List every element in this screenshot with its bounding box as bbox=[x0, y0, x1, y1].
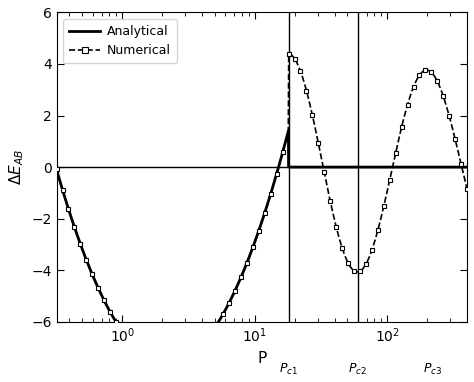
Numerical bbox=[107, 309, 113, 314]
Analytical bbox=[100, 296, 106, 301]
Numerical bbox=[464, 187, 470, 191]
Analytical bbox=[125, 337, 130, 341]
Analytical bbox=[211, 326, 217, 331]
Line: Analytical: Analytical bbox=[56, 131, 467, 364]
Y-axis label: $\Delta E_{AB}$: $\Delta E_{AB}$ bbox=[7, 149, 26, 185]
Numerical bbox=[149, 358, 155, 362]
Analytical bbox=[229, 295, 235, 299]
X-axis label: P: P bbox=[257, 351, 266, 366]
Analytical bbox=[54, 167, 59, 172]
Analytical bbox=[464, 165, 470, 169]
Numerical bbox=[292, 56, 297, 61]
Numerical bbox=[286, 52, 292, 56]
Legend: Analytical, Numerical: Analytical, Numerical bbox=[63, 19, 177, 63]
Numerical bbox=[184, 355, 190, 359]
Numerical bbox=[167, 361, 173, 366]
Analytical bbox=[164, 361, 170, 366]
Text: $P_{c3}$: $P_{c3}$ bbox=[423, 362, 442, 377]
Line: Numerical: Numerical bbox=[54, 51, 469, 366]
Numerical bbox=[232, 288, 238, 293]
Text: $P_{c2}$: $P_{c2}$ bbox=[348, 362, 367, 377]
Analytical bbox=[286, 128, 292, 133]
Analytical bbox=[412, 165, 418, 169]
Analytical bbox=[456, 165, 462, 169]
Text: $P_{c1}$: $P_{c1}$ bbox=[279, 362, 298, 377]
Numerical bbox=[54, 167, 59, 172]
Numerical bbox=[417, 73, 422, 78]
